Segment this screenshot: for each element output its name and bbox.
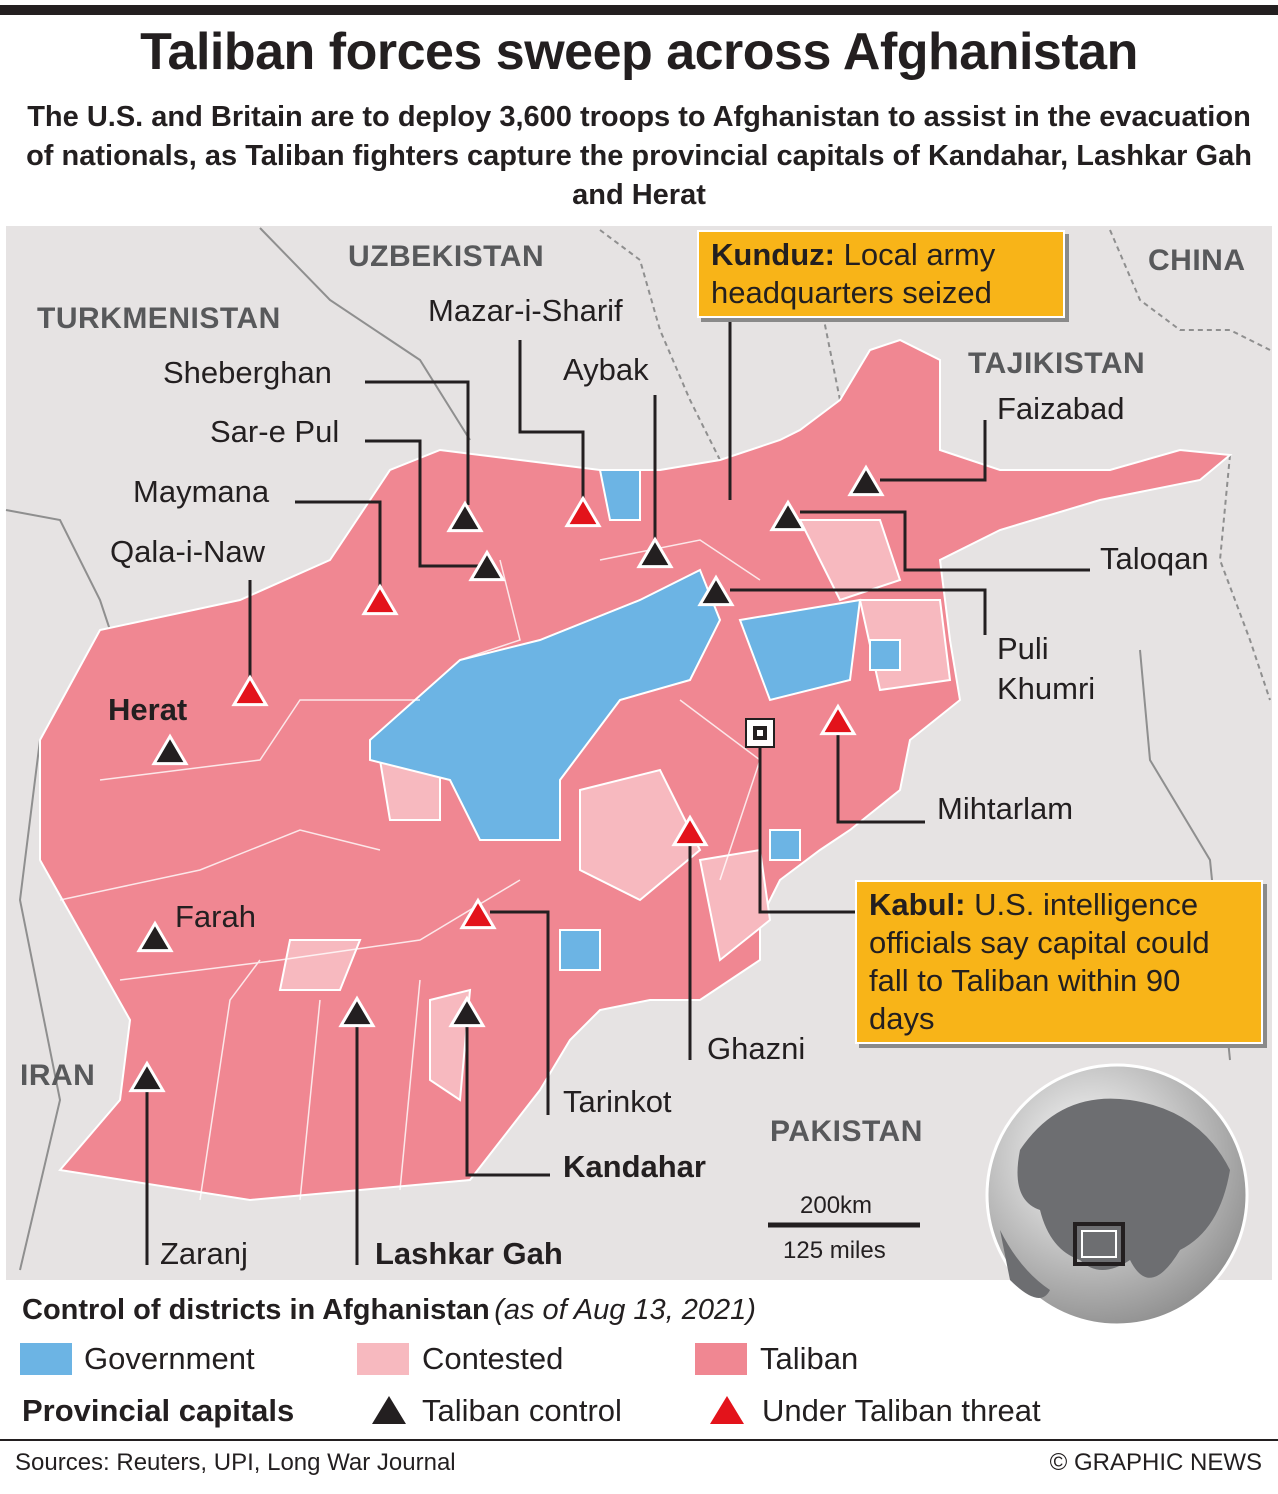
capital-markers: [128, 464, 885, 1093]
capital-marker: [231, 674, 269, 707]
leader-lines: [145, 322, 1090, 1265]
capital-marker: [671, 814, 709, 847]
capital-marker: [468, 549, 506, 582]
capital-marker: [128, 1060, 166, 1093]
city-label: Sheberghan: [163, 355, 332, 390]
title: Taliban forces sweep across Afghanistan: [140, 23, 1138, 81]
top-bar: [0, 5, 1278, 15]
country-label: IRAN: [20, 1059, 96, 1092]
leader-line: [490, 910, 550, 1115]
city-label: Lashkar Gah: [375, 1236, 563, 1271]
kabul-marker: [745, 718, 775, 748]
city-label: Farah: [175, 899, 256, 934]
capital-marker: [361, 583, 399, 616]
capital-marker: [448, 995, 486, 1028]
legend-title: Control of districts in Afghanistan: [22, 1294, 490, 1326]
country-label: PAKISTAN: [770, 1115, 923, 1148]
legend-date: (as of Aug 13, 2021): [494, 1294, 756, 1326]
globe: [985, 1063, 1249, 1327]
city-label: Sar-e Pul: [210, 414, 340, 449]
capital-marker: [338, 995, 376, 1028]
city-label: Zaranj: [160, 1236, 248, 1271]
capital-marker: [697, 574, 735, 607]
country-label: CHINA: [1148, 244, 1246, 277]
leader-line: [800, 510, 1090, 572]
callout-text: U.S. intelligence officials say capital …: [869, 887, 1210, 1036]
city-label: Qala-i-Naw: [110, 534, 266, 569]
government-areas: [369, 469, 901, 971]
city-label: Taloqan: [1100, 541, 1209, 576]
callout: Kabul: U.S. intelligence officials say c…: [855, 880, 1263, 1044]
capital-marker: [564, 495, 602, 528]
credit: © GRAPHIC NEWS: [1049, 1449, 1262, 1476]
leader-line: [465, 1025, 550, 1177]
legend-heading: Control of districts in Afghanistan (as …: [22, 1294, 756, 1327]
sources: Sources: Reuters, UPI, Long War Journal: [15, 1449, 456, 1476]
city-label: Puli Khumri: [997, 631, 1096, 706]
city-label: Mazar-i-Sharif: [428, 293, 623, 328]
legend-swatch: [20, 1343, 72, 1375]
city-label: Herat: [108, 692, 188, 727]
leader-line: [880, 420, 987, 482]
legend-label: Government: [84, 1341, 255, 1376]
leader-line: [758, 747, 855, 914]
city-label: Maymana: [133, 474, 270, 509]
callout-label: Kabul:: [869, 887, 966, 922]
legend-heading: Provincial capitals: [22, 1393, 295, 1428]
country-label: TAJIKISTAN: [968, 347, 1146, 380]
capital-marker: [769, 499, 807, 532]
leader-line: [295, 500, 382, 588]
leader-line: [365, 439, 478, 568]
legend-label: Under Taliban threat: [762, 1393, 1041, 1428]
legend-triangle: [710, 1396, 744, 1424]
capital-marker: [459, 897, 497, 930]
scale-label: 200km: [800, 1192, 873, 1219]
legend-swatch: [357, 1343, 409, 1375]
subtitle: The U.S. and Britain are to deploy 3,600…: [26, 101, 1252, 211]
city-label: Faizabad: [997, 391, 1125, 426]
leader-line: [518, 340, 585, 500]
capital-marker: [136, 920, 174, 953]
city-label: Kandahar: [563, 1149, 706, 1184]
callout: Kunduz: Local army headquarters seized: [697, 230, 1065, 318]
callout-label: Kunduz:: [711, 237, 835, 272]
city-label: Tarinkot: [563, 1084, 672, 1119]
callout-text: Local army headquarters seized: [711, 237, 996, 310]
leader-line: [730, 588, 987, 635]
capital-marker: [819, 703, 857, 736]
legend-label: Taliban control: [422, 1393, 622, 1428]
city-label: Aybak: [563, 352, 649, 387]
capital-marker: [636, 536, 674, 569]
city-label: Ghazni: [707, 1031, 806, 1066]
legend-label: Contested: [422, 1341, 564, 1376]
capital-marker: [847, 464, 885, 497]
country-label: TURKMENISTAN: [37, 302, 281, 335]
legend-label: Taliban: [760, 1341, 859, 1376]
leader-line: [365, 380, 470, 505]
city-label: Mihtarlam: [937, 791, 1074, 826]
legend-swatch: [695, 1343, 747, 1375]
legend-triangle: [372, 1396, 406, 1424]
capital-marker: [446, 500, 484, 533]
scale-label: 125 miles: [783, 1237, 886, 1264]
leader-line: [836, 735, 925, 824]
country-label: UZBEKISTAN: [348, 240, 545, 273]
capital-marker: [151, 733, 189, 766]
